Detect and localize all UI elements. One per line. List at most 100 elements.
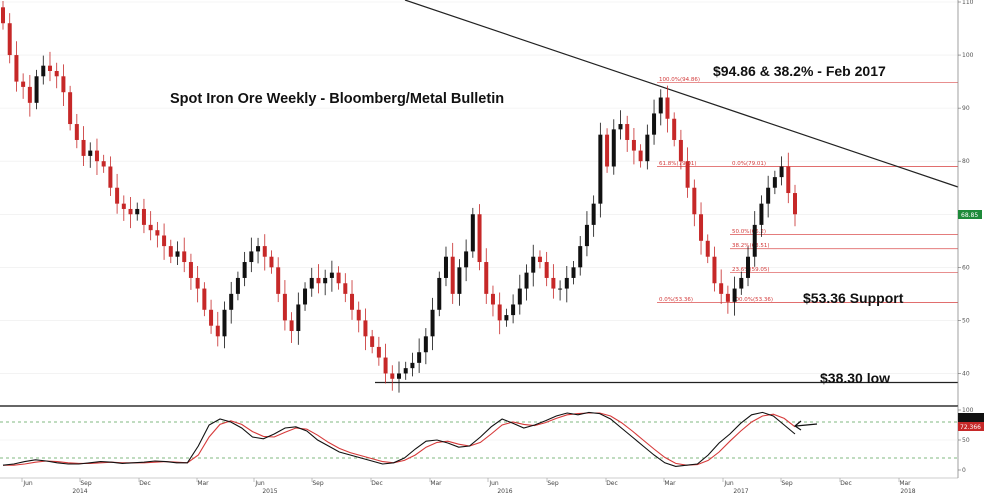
candle — [712, 246, 717, 292]
candle-body — [611, 129, 616, 167]
candle — [517, 274, 522, 315]
candle-body — [215, 325, 220, 337]
month-label: Dec — [606, 480, 618, 487]
candle-body — [101, 161, 106, 167]
fib-label: 0.0%(79.01) — [732, 161, 766, 167]
candle — [329, 260, 334, 292]
candle — [256, 237, 261, 264]
candle — [303, 282, 308, 311]
osc-tick-label: 50 — [962, 437, 970, 444]
candle — [732, 276, 737, 316]
candle — [162, 223, 167, 260]
candle-body — [14, 55, 19, 82]
candle — [115, 173, 120, 214]
candle-body — [484, 262, 489, 294]
candle-body — [148, 224, 153, 231]
candle-body — [68, 92, 73, 125]
month-label: Mar — [899, 480, 911, 487]
candle-body — [7, 23, 12, 56]
candle-body — [443, 256, 448, 278]
candle — [605, 128, 610, 173]
candle-body — [665, 97, 670, 119]
candle — [631, 128, 636, 165]
candle — [249, 237, 254, 273]
candle-body — [235, 277, 240, 294]
candle — [14, 41, 19, 92]
candle-body — [497, 304, 502, 321]
fib-label: 100.0%(53.36) — [732, 297, 773, 303]
candle-body — [504, 315, 509, 321]
candle-body — [739, 277, 744, 289]
month-label: Jun — [254, 480, 265, 487]
candle — [54, 62, 59, 89]
candle — [222, 301, 227, 349]
candle-body — [135, 208, 140, 215]
candle-body — [316, 277, 321, 284]
candle-body — [430, 309, 435, 337]
candle — [356, 301, 361, 333]
candle-body — [81, 139, 86, 156]
candle — [168, 239, 173, 264]
candle — [766, 175, 771, 218]
candle — [309, 267, 314, 297]
candle-body — [121, 203, 126, 209]
candle-body — [182, 251, 187, 263]
candle-body — [645, 134, 650, 162]
candle-body — [343, 283, 348, 294]
year-label: 2017 — [733, 488, 748, 495]
fib-label: 0.0%(53.36) — [659, 297, 693, 303]
candle — [571, 260, 576, 285]
price-candles — [1, 0, 797, 393]
annotation-low: $38.30 low — [820, 370, 891, 386]
candle-body — [793, 193, 797, 215]
candle — [175, 241, 180, 265]
candle — [584, 211, 589, 257]
candle — [658, 89, 663, 126]
candle — [316, 264, 321, 294]
candle-body — [477, 214, 482, 263]
candle-body — [725, 293, 730, 302]
candle-body — [128, 208, 133, 215]
candle — [443, 246, 448, 287]
candle — [276, 257, 281, 303]
month-label: Jun — [22, 480, 33, 487]
candle — [262, 234, 267, 271]
candle — [638, 144, 643, 168]
candle-body — [490, 293, 495, 305]
candle-body — [524, 272, 529, 289]
candle-body — [685, 161, 690, 188]
candle — [343, 273, 348, 303]
candle — [578, 236, 583, 276]
annotation-support: $53.36 Support — [803, 290, 904, 306]
candle-body — [678, 139, 683, 162]
candle-body — [202, 288, 207, 310]
date-axis: Jun Sep Dec Mar Jun Sep Dec Mar Jun Sep Dec Mar Jun S… — [0, 477, 958, 495]
candle — [323, 269, 328, 296]
candle — [719, 269, 724, 304]
candle-body — [249, 251, 254, 263]
candle-body — [336, 272, 341, 284]
candle-body — [417, 352, 422, 363]
candle — [564, 266, 569, 303]
candle — [477, 204, 482, 271]
fib-label: 38.2%(63.51) — [732, 243, 770, 249]
osc-tick-label: 0 — [962, 467, 966, 474]
candle — [27, 74, 32, 117]
candle-body — [303, 288, 308, 305]
candle — [229, 281, 234, 324]
month-label: Mar — [430, 480, 442, 487]
candle — [665, 85, 670, 133]
candle-body — [47, 65, 52, 71]
candle-body — [222, 309, 227, 337]
candle-body — [591, 203, 596, 225]
candle — [786, 152, 791, 204]
month-label: Jun — [723, 480, 734, 487]
month-label: Sep — [781, 480, 793, 487]
candle-body — [397, 373, 401, 379]
candle — [195, 266, 200, 303]
candle — [289, 312, 294, 343]
candle-body — [638, 150, 643, 162]
candle-body — [155, 230, 160, 236]
year-label: 2015 — [262, 488, 277, 495]
candle — [511, 294, 516, 324]
